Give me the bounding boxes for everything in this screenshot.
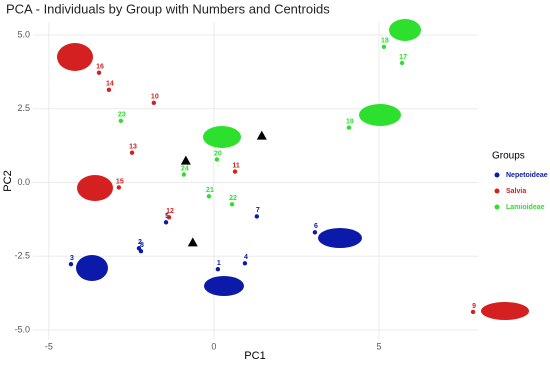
legend-label: Salvia: [506, 188, 526, 195]
centroid: [180, 155, 191, 165]
point-label: 19: [346, 118, 354, 125]
x-tick-label: 0: [211, 341, 216, 351]
legend-marker: [494, 188, 500, 194]
point-label: 15: [116, 178, 124, 185]
point: [68, 261, 74, 267]
x-tick-label: 5: [376, 341, 381, 351]
leaf-icons: [57, 19, 529, 320]
point: [242, 261, 248, 266]
leaf-icon: [76, 255, 108, 281]
point-label: 17: [399, 54, 407, 61]
legend-label: Lamioideae: [506, 204, 545, 211]
x-tick-label: -5: [45, 341, 53, 351]
legend-marker: [494, 172, 500, 178]
chart-title: PCA - Individuals by Group with Numbers …: [6, 1, 330, 16]
point-label: 24: [181, 165, 189, 172]
point: [166, 215, 172, 220]
point-label: 13: [129, 144, 137, 151]
point: [106, 87, 112, 93]
y-tick-label: 0.0: [17, 177, 30, 187]
leaf-icon: [77, 175, 113, 201]
point: [116, 185, 122, 190]
point: [129, 150, 135, 155]
point: [470, 309, 476, 315]
point-label: 4: [244, 254, 248, 261]
y-tick-label: -2.5: [14, 251, 30, 261]
leaf-icon: [389, 19, 421, 41]
point-label: 7: [256, 207, 260, 214]
point-label: 23: [118, 112, 126, 119]
leaf-icon: [57, 43, 93, 71]
legend-label: Nepetoideae: [506, 172, 548, 179]
point-label: 1: [217, 260, 221, 267]
point-label: 10: [151, 94, 159, 101]
point: [214, 157, 220, 162]
point: [346, 125, 352, 130]
point: [381, 44, 387, 49]
point: [118, 118, 124, 124]
point: [399, 60, 405, 66]
point: [312, 230, 318, 235]
point: [254, 214, 260, 219]
point: [96, 70, 102, 75]
leaf-icon: [481, 302, 529, 320]
point: [138, 249, 144, 254]
centroid: [256, 130, 267, 140]
point: [151, 100, 157, 106]
point: [229, 202, 235, 207]
point-label: 11: [232, 162, 240, 169]
leaf-icon: [318, 228, 362, 248]
point-label: 6: [314, 223, 318, 230]
y-tick-label: 2.5: [17, 103, 30, 113]
point: [215, 267, 221, 272]
x-axis-title: PC1: [244, 350, 265, 362]
point-label: 3: [70, 255, 74, 262]
y-tick-label: 5.0: [17, 29, 30, 39]
point-label: 20: [214, 150, 222, 157]
legend-marker: [494, 204, 500, 210]
point: [206, 194, 212, 199]
y-axis-title: PC2: [2, 170, 14, 191]
legend-title: Groups: [492, 151, 525, 162]
y-tick-label: -5.0: [14, 324, 30, 334]
point-label: 12: [166, 208, 174, 215]
leaf-icon: [203, 126, 241, 148]
point-label: 8: [140, 242, 144, 249]
leaf-icon: [204, 276, 244, 296]
point-label: 14: [106, 81, 114, 88]
point: [232, 169, 238, 174]
point-label: 16: [96, 64, 104, 71]
centroid: [187, 237, 198, 247]
leaf-icon: [359, 104, 401, 126]
point: [163, 220, 169, 225]
point-label: 9: [472, 303, 476, 310]
point-label: 22: [229, 195, 237, 202]
point-label: 21: [206, 187, 214, 194]
point: [181, 172, 187, 177]
point-label: 2: [138, 239, 142, 246]
point-label: 18: [381, 38, 389, 45]
